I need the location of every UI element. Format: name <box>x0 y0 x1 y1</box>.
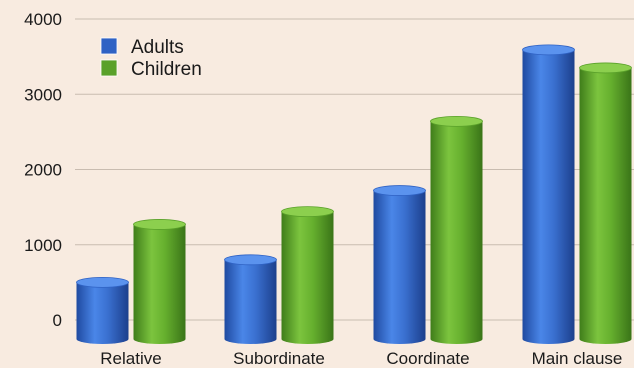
x-tick-label-2: Coordinate <box>386 349 469 368</box>
y-axis-ticks: 0 1000 2000 3000 4000 <box>24 10 62 330</box>
y-tick-label-1000: 1000 <box>24 236 62 255</box>
x-tick-label-3: Main clause <box>532 349 623 368</box>
x-tick-label-1: Subordinate <box>233 349 325 368</box>
bar-body-children-3 <box>579 67 632 344</box>
bar-cap-children-1 <box>281 206 334 218</box>
bar-cap-adults-0 <box>76 276 129 288</box>
bar-adults-0 <box>76 276 129 344</box>
bar-cap-adults-1 <box>224 254 277 266</box>
y-tick-label-2000: 2000 <box>24 161 62 180</box>
legend-label-adults: Adults <box>131 37 184 58</box>
bar-adults-3 <box>522 44 575 344</box>
bar-body-adults-0 <box>76 282 129 344</box>
bar-children-1 <box>281 206 334 344</box>
y-tick-label-4000: 4000 <box>24 10 62 29</box>
bar-adults-2 <box>373 185 426 344</box>
bar-cap-children-0 <box>133 219 186 230</box>
bars <box>76 44 632 344</box>
bar-cap-children-3 <box>579 62 632 74</box>
bar-children-0 <box>133 219 186 344</box>
bar-body-children-2 <box>430 121 483 344</box>
legend-swatch-adults <box>100 37 118 55</box>
bar-cap-children-2 <box>430 115 483 127</box>
bar-children-2 <box>430 115 483 344</box>
bar-adults-1 <box>224 254 277 344</box>
bar-body-adults-3 <box>522 49 575 344</box>
bar-cap-adults-2 <box>373 185 426 196</box>
bar-children-3 <box>579 62 632 344</box>
bar-cap-adults-3 <box>522 44 575 56</box>
x-tick-label-0: Relative <box>100 349 161 368</box>
bar-body-children-1 <box>281 211 334 344</box>
legend-label-children: Children <box>131 59 202 80</box>
y-tick-label-3000: 3000 <box>24 85 62 104</box>
x-axis-labels: Relative Subordinate Coordinate Main clause <box>100 349 622 368</box>
bar-body-adults-2 <box>373 190 426 344</box>
bar-body-children-0 <box>133 224 186 344</box>
legend-swatch-children <box>100 59 118 77</box>
bar-body-adults-1 <box>224 259 277 344</box>
y-tick-label-0: 0 <box>53 311 62 330</box>
